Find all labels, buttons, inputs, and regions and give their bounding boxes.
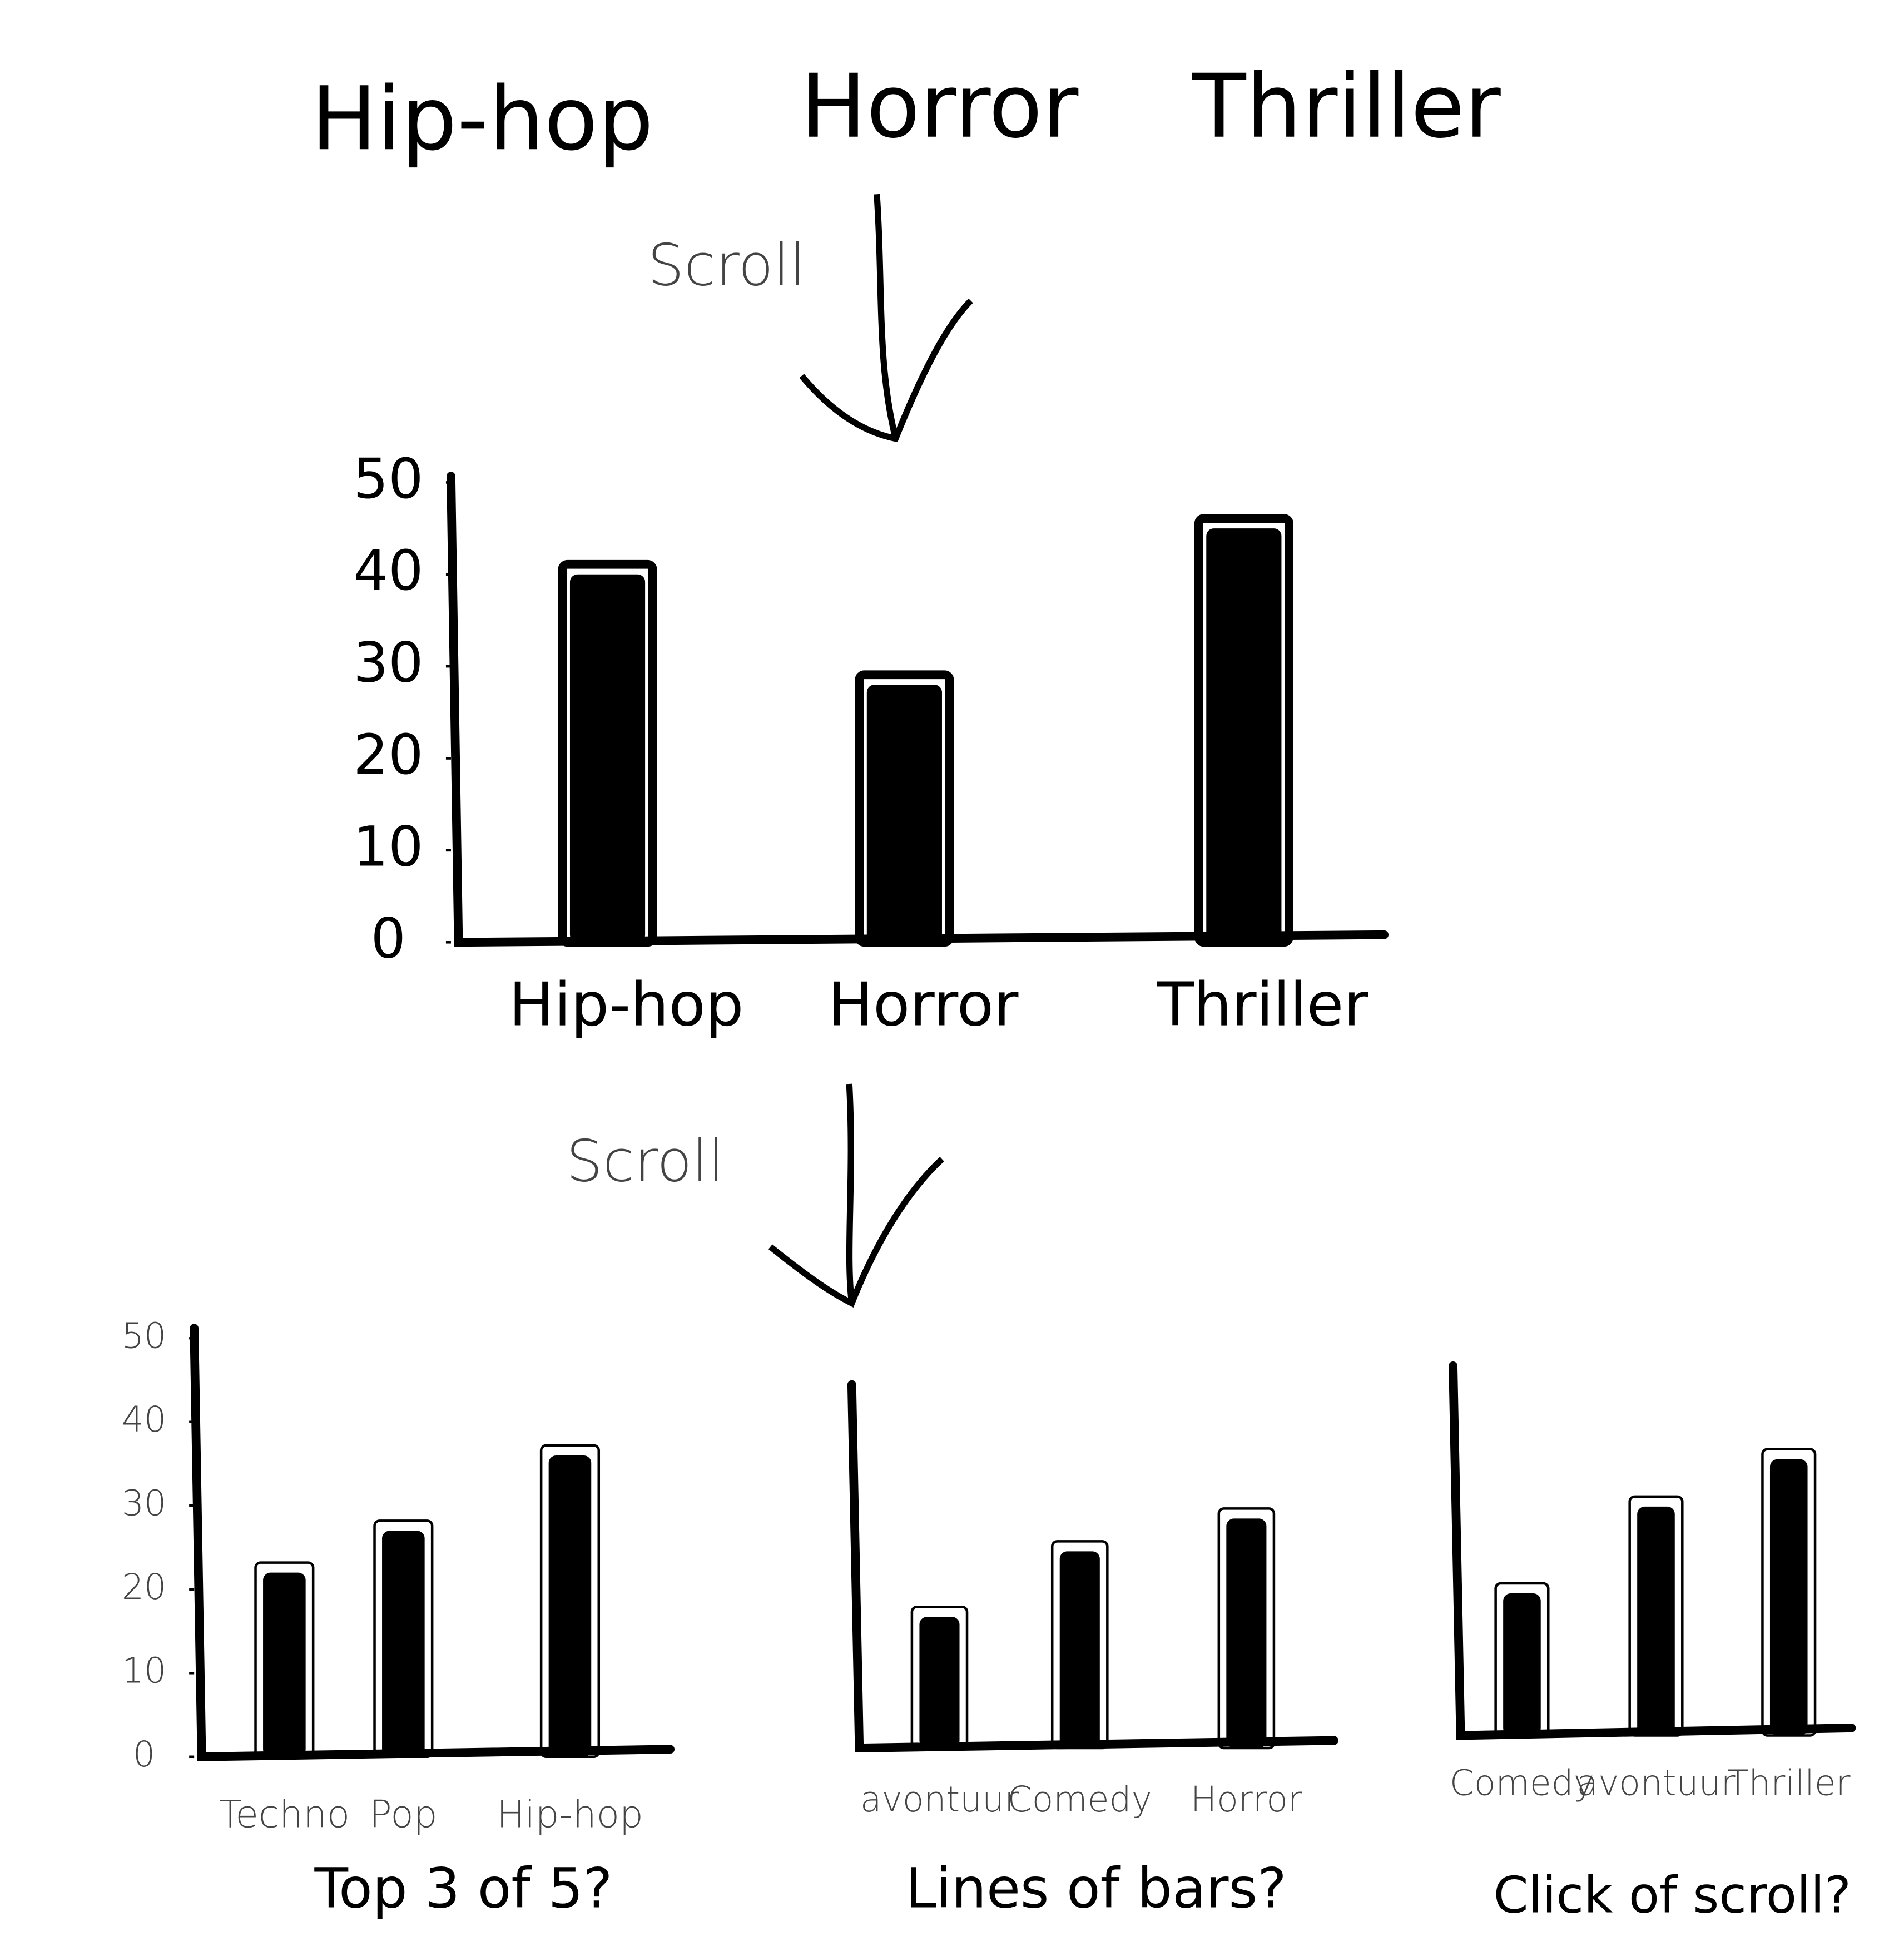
y-tick-label: 50 <box>122 1315 166 1356</box>
genre-tab[interactable]: Hip-hop <box>311 68 653 170</box>
bar <box>569 574 646 943</box>
bar <box>548 1455 592 1757</box>
x-tick-label: Horror <box>1191 1779 1302 1820</box>
axis <box>1449 1361 1856 1740</box>
x-tick-label: Comedy <box>1008 1779 1152 1820</box>
genre-tab[interactable]: Thriller <box>1192 56 1500 158</box>
axis <box>447 472 1389 947</box>
axis <box>190 1324 675 1761</box>
x-tick-label: avontuur <box>860 1779 1019 1820</box>
y-tick-label: 50 <box>353 447 423 511</box>
y-tick-label: 10 <box>122 1650 166 1691</box>
y-tick-label: 0 <box>371 907 406 971</box>
genre-tab[interactable]: Horror <box>801 56 1079 158</box>
x-tick-label: Thriller <box>1157 969 1369 1039</box>
y-tick-label: 30 <box>353 631 423 695</box>
scroll-arrow <box>799 194 973 443</box>
chart-caption: Lines of bars? <box>905 1856 1286 1920</box>
y-tick-label: 20 <box>353 723 423 787</box>
bar <box>1503 1593 1541 1736</box>
x-tick-label: Thriller <box>1727 1762 1851 1804</box>
bar-outline <box>254 1561 315 1759</box>
x-tick-label: Pop <box>369 1792 438 1836</box>
bar <box>1637 1506 1675 1736</box>
y-tick-label: 30 <box>122 1482 166 1523</box>
x-tick-label: Comedy <box>1450 1762 1594 1804</box>
x-tick-label: Hip-hop <box>497 1792 643 1836</box>
bar <box>1059 1551 1100 1749</box>
scroll-label: Scroll <box>566 1128 724 1195</box>
bar <box>382 1531 425 1757</box>
bar <box>1206 528 1282 943</box>
bar <box>1769 1459 1808 1736</box>
scroll-label: Scroll <box>648 232 806 299</box>
chart-caption: Top 3 of 5? <box>314 1856 612 1920</box>
chart-caption: Click of scroll? <box>1494 1866 1851 1924</box>
x-tick-label: Hip-hop <box>509 969 743 1039</box>
y-tick-label: 40 <box>353 539 423 603</box>
y-tick-label: 0 <box>133 1734 155 1775</box>
bar <box>866 685 942 943</box>
bar <box>919 1617 960 1749</box>
x-tick-label: avontuur <box>1576 1762 1735 1804</box>
y-tick-label: 40 <box>122 1399 166 1440</box>
y-tick-label: 10 <box>353 815 423 879</box>
bar <box>263 1572 306 1757</box>
scroll-arrow <box>768 1083 944 1308</box>
bar <box>1226 1518 1267 1749</box>
axis <box>847 1380 1338 1753</box>
x-tick-label: Horror <box>828 969 1019 1039</box>
x-tick-label: Techno <box>219 1792 350 1836</box>
y-tick-label: 20 <box>122 1566 166 1607</box>
